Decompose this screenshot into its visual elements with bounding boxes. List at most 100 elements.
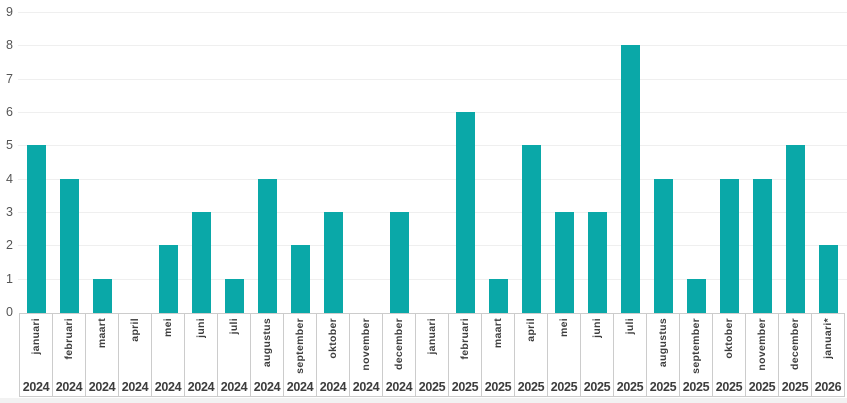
year-label: 2025 xyxy=(682,380,710,394)
x-axis-cell: december 2025 xyxy=(779,314,812,396)
year-label: 2024 xyxy=(154,380,182,394)
y-tick-label: 0 xyxy=(6,305,13,319)
month-label: september xyxy=(294,318,306,374)
bar xyxy=(555,212,574,313)
page-background-strip xyxy=(0,398,847,403)
bar xyxy=(60,178,79,313)
bar xyxy=(753,178,772,313)
gridline xyxy=(18,278,847,280)
month-label: oktober xyxy=(723,318,735,359)
year-label: 2024 xyxy=(319,380,347,394)
x-axis-cell: februari 2024 xyxy=(53,314,86,396)
y-tick-label: 9 xyxy=(6,5,13,19)
month-label: oktober xyxy=(327,318,339,359)
year-label: 2025 xyxy=(550,380,578,394)
x-axis-cell: november 2025 xyxy=(746,314,779,396)
plot-area xyxy=(20,12,845,313)
month-label: februari xyxy=(63,318,75,360)
month-label: maart xyxy=(492,318,504,349)
y-tick-label: 2 xyxy=(6,238,13,253)
gridline xyxy=(18,212,847,213)
y-tick-label: 5 xyxy=(6,138,13,153)
month-label: mei xyxy=(558,318,570,337)
month-label: januari xyxy=(426,318,438,355)
bar xyxy=(159,245,178,313)
bar xyxy=(258,178,277,313)
bar xyxy=(522,145,541,313)
year-label: 2025 xyxy=(451,380,479,394)
year-label: 2024 xyxy=(220,380,248,394)
year-label: 2026 xyxy=(814,380,842,394)
month-label: december xyxy=(789,318,801,371)
month-label: februari xyxy=(459,318,471,360)
y-tick-label: 3 xyxy=(6,205,13,219)
x-axis-cell: juni 2025 xyxy=(581,314,614,396)
month-label: november xyxy=(756,318,768,371)
y-tick-label: 6 xyxy=(6,105,13,119)
year-label: 2024 xyxy=(55,380,83,394)
bar xyxy=(720,178,739,313)
gridline xyxy=(18,178,847,180)
year-label: 2025 xyxy=(781,380,809,394)
year-label: 2025 xyxy=(484,380,512,394)
x-axis-cell: februari 2025 xyxy=(449,314,482,396)
x-axis-cell: mei 2024 xyxy=(152,314,185,396)
x-axis-cell: juli 2024 xyxy=(218,314,251,396)
x-axis-cell: januari 2025 xyxy=(416,314,449,396)
x-axis-cell: maart 2024 xyxy=(86,314,119,396)
x-axis-cell: mei 2025 xyxy=(548,314,581,396)
year-label: 2024 xyxy=(88,380,116,394)
month-label: augustus xyxy=(261,318,273,368)
gridline xyxy=(18,145,847,147)
year-label: 2025 xyxy=(616,380,644,394)
x-axis-cell: september 2024 xyxy=(284,314,317,396)
x-axis-cell: september 2025 xyxy=(680,314,713,396)
year-label: 2025 xyxy=(583,380,611,394)
year-label: 2024 xyxy=(352,380,380,394)
month-label: januari xyxy=(30,318,42,355)
bar xyxy=(27,145,46,313)
x-axis-cell: augustus 2024 xyxy=(251,314,284,396)
month-label: april xyxy=(525,318,537,342)
y-tick-label: 8 xyxy=(6,38,13,53)
bar xyxy=(456,112,475,313)
month-label: september xyxy=(690,318,702,374)
month-label: januari* xyxy=(822,318,834,359)
bar xyxy=(291,245,310,313)
x-axis-cell: december 2024 xyxy=(383,314,416,396)
bar xyxy=(819,245,838,313)
year-label: 2025 xyxy=(715,380,743,394)
bar xyxy=(225,278,244,313)
month-label: november xyxy=(360,318,372,371)
x-axis-labels: januari 2024 februari 2024 maart 2024 april 202… xyxy=(19,313,845,397)
bar xyxy=(786,145,805,313)
month-label: juni xyxy=(591,318,603,338)
x-axis-cell: maart 2025 xyxy=(482,314,515,396)
year-label: 2024 xyxy=(253,380,281,394)
bar xyxy=(93,278,112,313)
x-axis-cell: juni 2024 xyxy=(185,314,218,396)
year-label: 2025 xyxy=(418,380,446,394)
month-label: juni xyxy=(195,318,207,338)
gridline xyxy=(18,12,847,13)
year-label: 2024 xyxy=(187,380,215,394)
x-axis-cell: oktober 2024 xyxy=(317,314,350,396)
x-axis-cell: augustus 2025 xyxy=(647,314,680,396)
x-axis-cell: juli 2025 xyxy=(614,314,647,396)
bar xyxy=(390,212,409,313)
x-axis-cell: januari 2024 xyxy=(20,314,53,396)
bar xyxy=(489,278,508,313)
gridline xyxy=(18,78,847,80)
y-tick-label: 1 xyxy=(6,271,13,286)
gridlines xyxy=(18,12,847,313)
year-label: 2025 xyxy=(649,380,677,394)
y-tick-label: 4 xyxy=(6,171,13,186)
y-tick-label: 7 xyxy=(6,71,13,86)
x-axis-cell: april 2025 xyxy=(515,314,548,396)
bar xyxy=(588,212,607,313)
year-label: 2024 xyxy=(385,380,413,394)
x-axis-cell: april 2024 xyxy=(119,314,152,396)
x-axis-cell: oktober 2025 xyxy=(713,314,746,396)
year-label: 2024 xyxy=(286,380,314,394)
